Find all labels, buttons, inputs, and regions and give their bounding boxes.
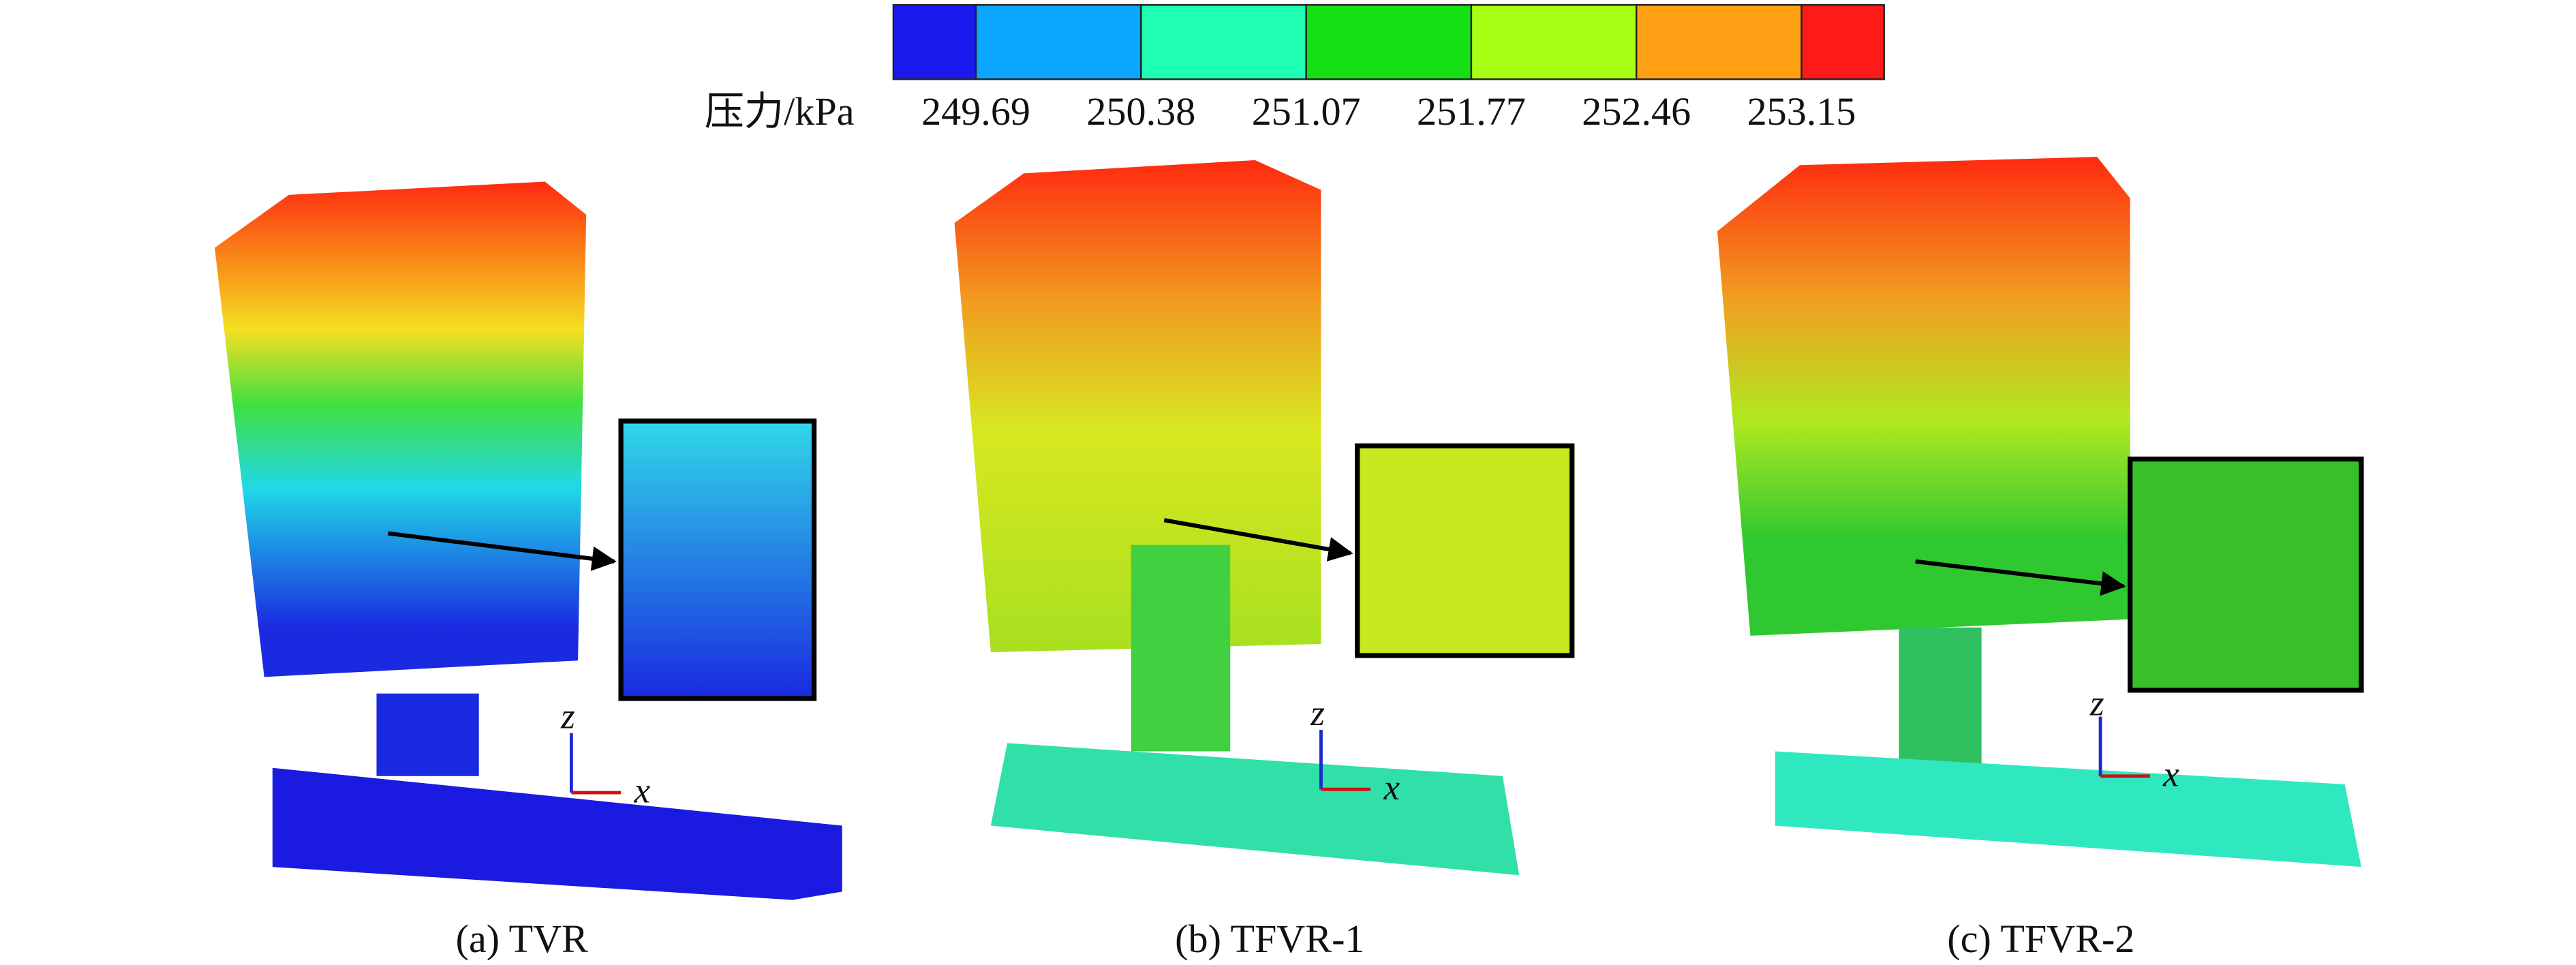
axis-label-z: z [560,696,575,737]
colorbar-tick-label: 249.69 [921,89,1030,134]
colorbar-segment [1636,4,1803,80]
caption: (b) TFVR-1 [1175,917,1364,961]
zoom-inset [618,418,817,701]
colorbar-segment [1470,4,1638,80]
axis-label-z: z [1310,693,1325,733]
colorbar-tick-label: 251.07 [1252,89,1361,134]
caption: (a) TVR [456,917,589,961]
zoom-arrow [388,531,617,571]
vortex-neck [1899,627,1982,776]
colorbar-segment [1140,4,1307,80]
zoom-inset [2128,456,2364,693]
vortex-base [1775,751,2361,868]
vortex-neck [376,693,479,776]
zoom-arrow [1163,518,1353,562]
panel-a: z x (a) TVR [215,181,842,961]
colorbar-segment [892,4,977,80]
vortex-base [272,767,842,900]
colorbar-tick-label: 253.15 [1747,89,1856,134]
axis-label-x: x [633,771,650,811]
panel-b: z x (b) TFVR-1 [954,160,1575,961]
colorbar-segment [975,4,1142,80]
colorbar-segment [1305,4,1473,80]
vortex-render [954,160,1321,653]
axis-label-x: x [2162,754,2179,794]
vortex-render [215,181,587,677]
zoom-arrow [1915,559,2126,596]
vortex-base [990,743,1520,876]
axis-label-x: x [1383,767,1400,808]
zoom-inset [1355,443,1575,658]
colorbar-segment [1800,4,1885,80]
colorbar-tick-label: 250.38 [1086,89,1195,134]
colorbar-tick-label: 251.77 [1417,89,1526,134]
axis-label-z: z [2089,683,2104,723]
colorbar: 249.69 250.38 251.07 251.77 252.46 253.15 [892,4,1885,134]
vortex-neck [1131,545,1231,752]
vortex-render [1717,157,2130,636]
panel-c: z x (c) TFVR-2 [1717,157,2364,961]
colorbar-tick-label: 252.46 [1582,89,1691,134]
caption: (c) TFVR-2 [1947,917,2134,961]
colorbar-label: 压力/kPa [705,89,855,134]
